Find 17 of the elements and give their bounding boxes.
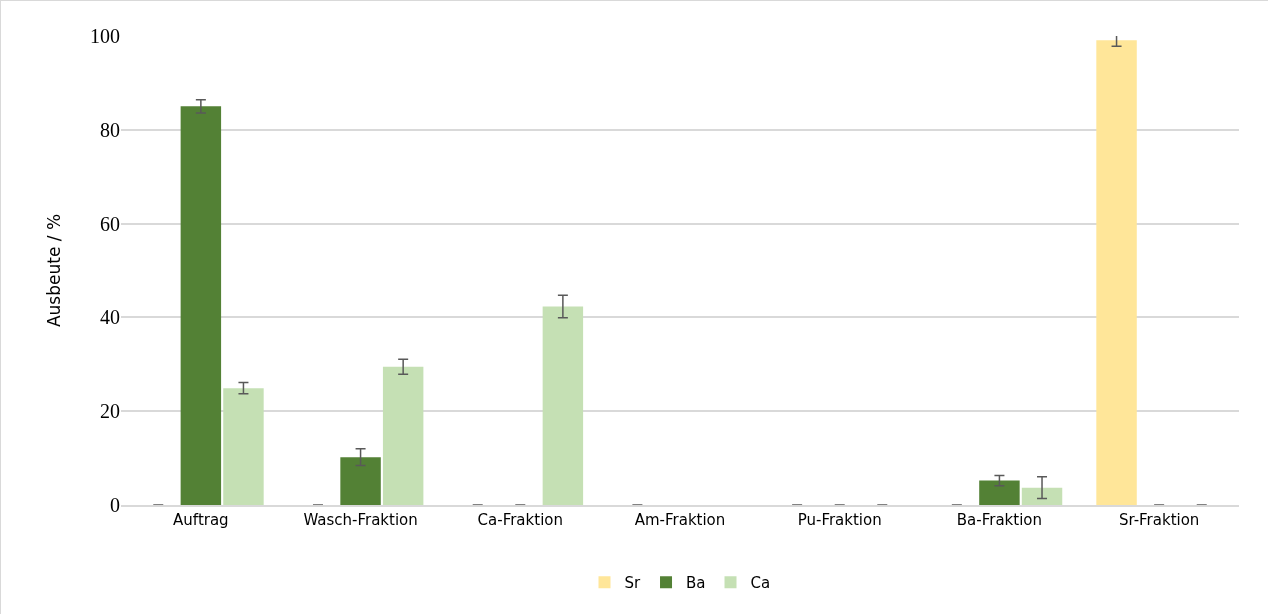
y-tick-label: 80 — [100, 118, 120, 141]
y-axis-title: Ausbeute / % — [43, 213, 64, 328]
y-tick-label: 0 — [110, 494, 120, 516]
x-tick-label: Ba-Fraktion — [956, 510, 1043, 529]
legend-label: Sr — [624, 574, 642, 593]
x-tick-label: Am-Fraktion — [634, 510, 726, 529]
legend-label: Ba — [686, 574, 706, 593]
x-tick-label: Auftrag — [173, 510, 229, 529]
x-tick-label: Wasch-Fraktion — [303, 510, 418, 529]
y-tick-label: 40 — [100, 306, 120, 329]
x-tick-label: Pu-Fraktion — [797, 510, 882, 529]
y-tick-label: 60 — [100, 212, 120, 235]
legend-label: Ca — [750, 574, 771, 593]
x-tick-label: Sr-Fraktion — [1118, 510, 1200, 529]
y-tick-label: 20 — [100, 400, 120, 423]
x-tick-label: Ca-Fraktion — [477, 510, 563, 529]
y-tick-label: 100 — [90, 25, 120, 47]
